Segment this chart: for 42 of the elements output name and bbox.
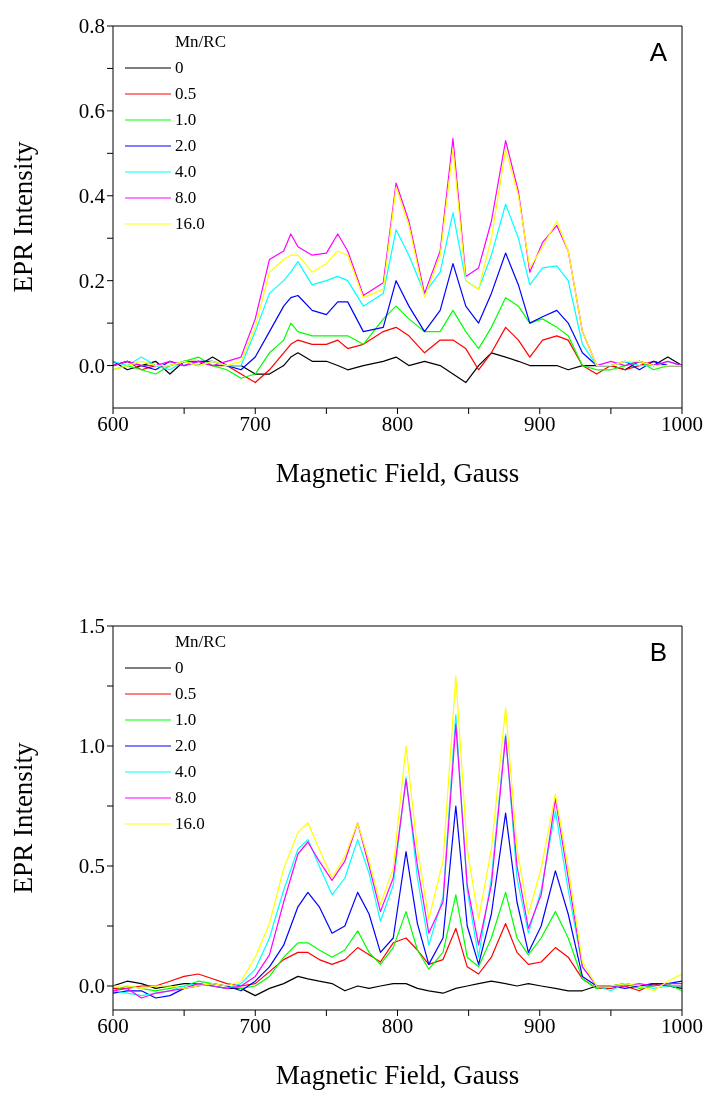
x-tick-label: 700 [239,1013,271,1038]
legend-label: 16.0 [175,213,205,235]
legend-label: 1.0 [175,709,197,731]
legend-label: 8.0 [175,187,197,209]
y-tick-label: 0.5 [78,854,105,879]
x-tick-label: 1000 [661,411,703,436]
legend-label: 4.0 [175,761,197,783]
x-tick-label: 800 [381,1013,414,1038]
y-tick-label: 0.4 [78,184,106,209]
legend-title: Mn/RC [174,31,227,53]
legend-label: 0.5 [175,683,197,705]
x-tick-label: 900 [524,411,556,436]
y-axis-title: EPR Intensity [7,141,38,293]
legend-label: 0 [175,657,184,679]
y-tick-label: 1.5 [78,614,105,639]
y-tick-label: 0.2 [78,269,105,294]
legend-label: 0 [175,57,184,79]
legend-title: Mn/RC [174,631,227,653]
x-axis-title: Magnetic Field, Gauss [275,1060,520,1090]
legend-label: 4.0 [175,161,197,183]
annotation: A [649,37,667,68]
y-axis-title: EPR Intensity [7,742,38,894]
annotation: B [649,637,667,668]
y-tick-label: 0.0 [78,974,105,999]
legend-label: 2.0 [175,135,197,157]
x-tick-label: 800 [381,411,414,436]
legend-label: 16.0 [175,813,205,835]
x-tick-label: 1000 [661,1013,703,1038]
legend-label: 1.0 [175,109,197,131]
y-tick-label: 0.0 [78,354,105,379]
x-tick-label: 600 [97,1013,129,1038]
legend-label: 8.0 [175,787,197,809]
y-tick-label: 0.8 [78,14,105,39]
y-tick-label: 1.0 [78,734,105,759]
x-tick-label: 600 [97,411,129,436]
x-axis-title: Magnetic Field, Gauss [275,458,520,488]
legend-label: 0.5 [175,83,197,105]
x-tick-label: 900 [524,1013,556,1038]
legend-label: 2.0 [175,735,197,757]
line-series [113,891,682,992]
x-tick-label: 700 [239,411,271,436]
y-tick-label: 0.6 [78,99,105,124]
